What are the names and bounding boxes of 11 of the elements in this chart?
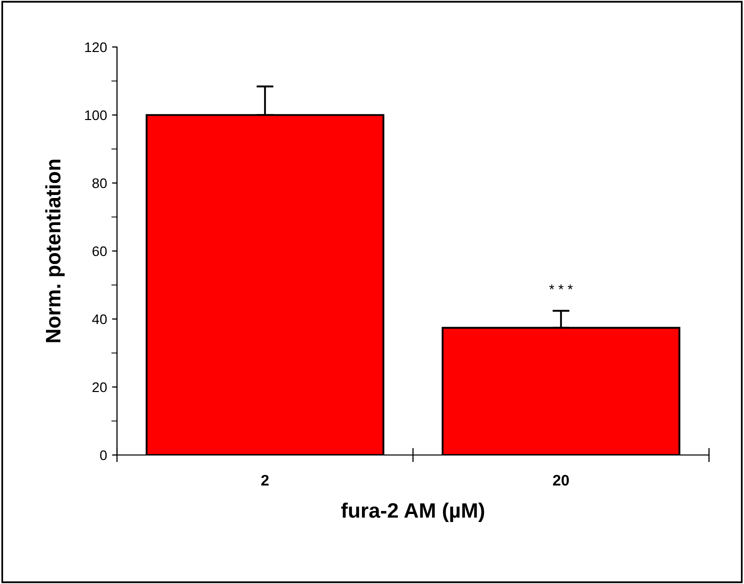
annotation: * * *	[549, 284, 573, 290]
y-axis-title: Norm. potentiation	[45, 160, 65, 342]
y-tick-label: 100	[85, 110, 107, 120]
y-tick-label: 120	[85, 42, 107, 52]
y-tick-label: 80	[92, 178, 107, 188]
y-tick-label: 20	[92, 382, 107, 392]
y-tick-label: 0	[100, 450, 107, 460]
y-tick-label: 60	[92, 246, 107, 256]
y-tick-label: 40	[92, 314, 107, 324]
x-tick-label: 2	[261, 474, 269, 486]
x-axis-title: fura-2 AM (µM)	[341, 502, 484, 522]
